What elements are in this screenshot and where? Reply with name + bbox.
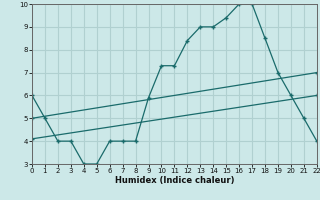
X-axis label: Humidex (Indice chaleur): Humidex (Indice chaleur) (115, 176, 234, 185)
